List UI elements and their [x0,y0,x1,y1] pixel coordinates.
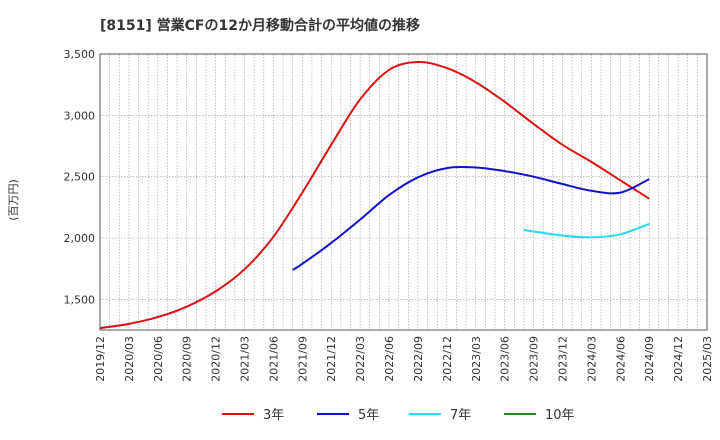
y-tick-label: 1,500 [64,293,96,306]
y-tick-label: 3,500 [64,48,96,61]
x-tick-label: 2025/03 [701,336,714,382]
x-ticks: 2019/12 2020/03 2020/06 2020/09 2020/12 2021/… [94,336,714,382]
y-tick-label: 2,000 [64,232,96,245]
x-tick-label: 2019/12 [94,336,107,382]
x-tick-label: 2022/09 [412,336,425,382]
legend: 3年 5年 7年 10年 [222,408,575,423]
x-tick-label: 2022/03 [354,336,367,382]
legend-label-10年: 10年 [545,408,575,423]
x-tick-label: 2023/03 [470,336,483,382]
x-tick-label: 2021/12 [325,336,338,382]
x-tick-label: 2024/03 [585,336,598,382]
x-tick-label: 2021/06 [267,336,280,382]
x-tick-label: 2022/12 [441,336,454,382]
series-line-5年 [292,165,650,271]
x-tick-label: 2021/03 [239,336,252,382]
x-tick-label: 2020/06 [152,336,165,382]
x-tick-label: 2021/09 [296,336,309,382]
legend-label-5年: 5年 [358,408,379,423]
chart-title: [8151] 営業CFの12か月移動合計の平均値の推移 [100,17,420,34]
x-tick-label: 2022/06 [383,336,396,382]
x-tick-label: 2024/06 [614,336,627,382]
y-axis-label: (百万円) [7,179,20,221]
y-tick-label: 3,000 [64,109,96,122]
x-tick-label: 2024/09 [643,336,656,382]
legend-label-3年: 3年 [263,408,284,423]
plot-frame [99,53,708,331]
x-tick-label: 2023/12 [556,336,569,382]
y-tick-label: 2,500 [64,171,96,184]
x-tick-label: 2020/09 [181,336,194,382]
grid [100,53,707,330]
x-tick-label: 2023/09 [528,336,541,382]
legend-label-7年: 7年 [450,408,471,423]
x-tick-label: 2023/06 [499,336,512,382]
x-tick-label: 2024/12 [672,336,685,382]
y-ticks: 1,500 2,000 2,500 3,000 3,500 [64,48,96,306]
x-tick-label: 2020/12 [210,336,223,382]
series-line-3年 [99,60,650,330]
x-tick-label: 2020/03 [123,336,136,382]
series-line-7年 [523,222,650,239]
series-lines [99,60,650,330]
